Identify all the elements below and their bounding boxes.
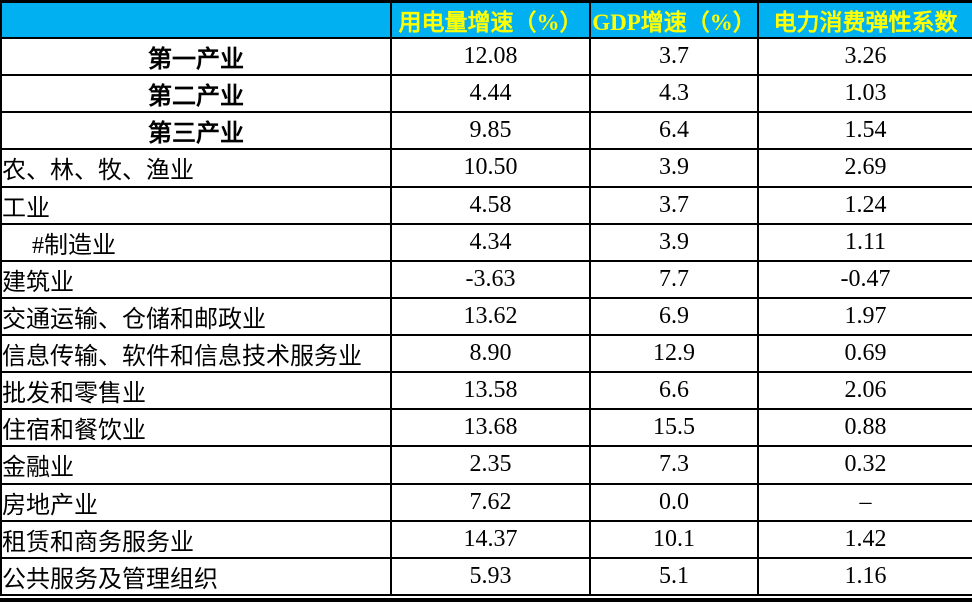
power-growth-value: 14.37 [390, 519, 591, 559]
power-growth-value: 4.34 [390, 222, 591, 262]
power-growth-value: 5.93 [390, 556, 591, 597]
gdp-growth-value: 15.5 [589, 408, 759, 448]
elasticity-value: 1.03 [757, 74, 972, 114]
power-growth-value: 2.35 [390, 445, 591, 485]
elasticity-value: 0.69 [757, 333, 972, 374]
gdp-growth-value: 5.1 [589, 556, 759, 597]
gdp-growth-value: 3.9 [589, 222, 759, 262]
header-row: 用电量增速（%） GDP增速（%） 电力消费弹性系数 [0, 0, 972, 39]
table-body: 第一产业 12.08 3.7 3.26 第二产业 4.44 4.3 1.03 第… [0, 36, 972, 597]
power-growth-value: 13.58 [390, 371, 591, 411]
elasticity-value: 1.42 [757, 519, 972, 559]
elasticity-value: 1.11 [757, 222, 972, 262]
corner-blank-cell [0, 0, 392, 39]
row-label: 租赁和商务服务业 [0, 519, 392, 559]
header-elasticity: 电力消费弹性系数 [757, 0, 972, 39]
row-label: 房地产业 [0, 482, 392, 522]
elasticity-value: 1.24 [757, 185, 972, 225]
gdp-growth-value: 3.9 [589, 148, 759, 188]
elasticity-value: 1.16 [757, 556, 972, 597]
table-row: 住宿和餐饮业 13.68 15.5 0.88 [0, 408, 972, 448]
gdp-growth-value: 4.3 [589, 74, 759, 114]
table-row: 房地产业 7.62 0.0 – [0, 482, 972, 522]
table-row: 第三产业 9.85 6.4 1.54 [0, 111, 972, 151]
power-growth-value: 12.08 [390, 36, 591, 77]
power-growth-value: 7.62 [390, 482, 591, 522]
elasticity-value: 1.54 [757, 111, 972, 151]
elasticity-value: 1.97 [757, 296, 972, 337]
table-header: 用电量增速（%） GDP增速（%） 电力消费弹性系数 [0, 0, 972, 39]
power-growth-value: -3.63 [390, 259, 591, 299]
gdp-growth-value: 12.9 [589, 333, 759, 374]
row-label: 第一产业 [0, 36, 392, 77]
gdp-growth-value: 6.6 [589, 371, 759, 411]
row-label: 农、林、牧、渔业 [0, 148, 392, 188]
row-label: 交通运输、仓储和邮政业 [0, 296, 392, 337]
table-row: 公共服务及管理组织 5.93 5.1 1.16 [0, 556, 972, 597]
power-growth-value: 13.68 [390, 408, 591, 448]
gdp-growth-value: 3.7 [589, 36, 759, 77]
table-row: 金融业 2.35 7.3 0.32 [0, 445, 972, 485]
table-row: #制造业 4.34 3.9 1.11 [0, 222, 972, 262]
table-row: 工业 4.58 3.7 1.24 [0, 185, 972, 225]
header-gdp-growth: GDP增速（%） [589, 0, 759, 39]
table-row: 农、林、牧、渔业 10.50 3.9 2.69 [0, 148, 972, 188]
table-row: 建筑业 -3.63 7.7 -0.47 [0, 259, 972, 299]
row-label: 批发和零售业 [0, 371, 392, 411]
row-label: 信息传输、软件和信息技术服务业 [0, 333, 392, 374]
elasticity-value: -0.47 [757, 259, 972, 299]
gdp-growth-value: 3.7 [589, 185, 759, 225]
row-label: 第二产业 [0, 74, 392, 114]
power-growth-value: 4.44 [390, 74, 591, 114]
power-growth-value: 10.50 [390, 148, 591, 188]
row-label: #制造业 [0, 222, 392, 262]
table-bottom-rule [0, 598, 972, 602]
power-growth-value: 8.90 [390, 333, 591, 374]
elasticity-value: 2.06 [757, 371, 972, 411]
elasticity-value: 3.26 [757, 36, 972, 77]
elasticity-value: – [757, 482, 972, 522]
table-row: 批发和零售业 13.58 6.6 2.06 [0, 371, 972, 411]
table-row: 信息传输、软件和信息技术服务业 8.90 12.9 0.69 [0, 333, 972, 374]
row-label: 金融业 [0, 445, 392, 485]
elasticity-value: 2.69 [757, 148, 972, 188]
gdp-growth-value: 6.9 [589, 296, 759, 337]
power-growth-value: 9.85 [390, 111, 591, 151]
elasticity-value: 0.88 [757, 408, 972, 448]
table-row: 第二产业 4.44 4.3 1.03 [0, 74, 972, 114]
gdp-growth-value: 0.0 [589, 482, 759, 522]
table-row: 租赁和商务服务业 14.37 10.1 1.42 [0, 519, 972, 559]
power-growth-value: 13.62 [390, 296, 591, 337]
power-growth-value: 4.58 [390, 185, 591, 225]
row-label: 建筑业 [0, 259, 392, 299]
row-label: 第三产业 [0, 111, 392, 151]
row-label: 工业 [0, 185, 392, 225]
header-power-growth: 用电量增速（%） [390, 0, 591, 39]
elasticity-value: 0.32 [757, 445, 972, 485]
gdp-growth-value: 7.3 [589, 445, 759, 485]
row-label: 住宿和餐饮业 [0, 408, 392, 448]
row-label: 公共服务及管理组织 [0, 556, 392, 597]
gdp-growth-value: 7.7 [589, 259, 759, 299]
table-row: 交通运输、仓储和邮政业 13.62 6.9 1.97 [0, 296, 972, 337]
table-row: 第一产业 12.08 3.7 3.26 [0, 36, 972, 77]
gdp-growth-value: 10.1 [589, 519, 759, 559]
gdp-growth-value: 6.4 [589, 111, 759, 151]
